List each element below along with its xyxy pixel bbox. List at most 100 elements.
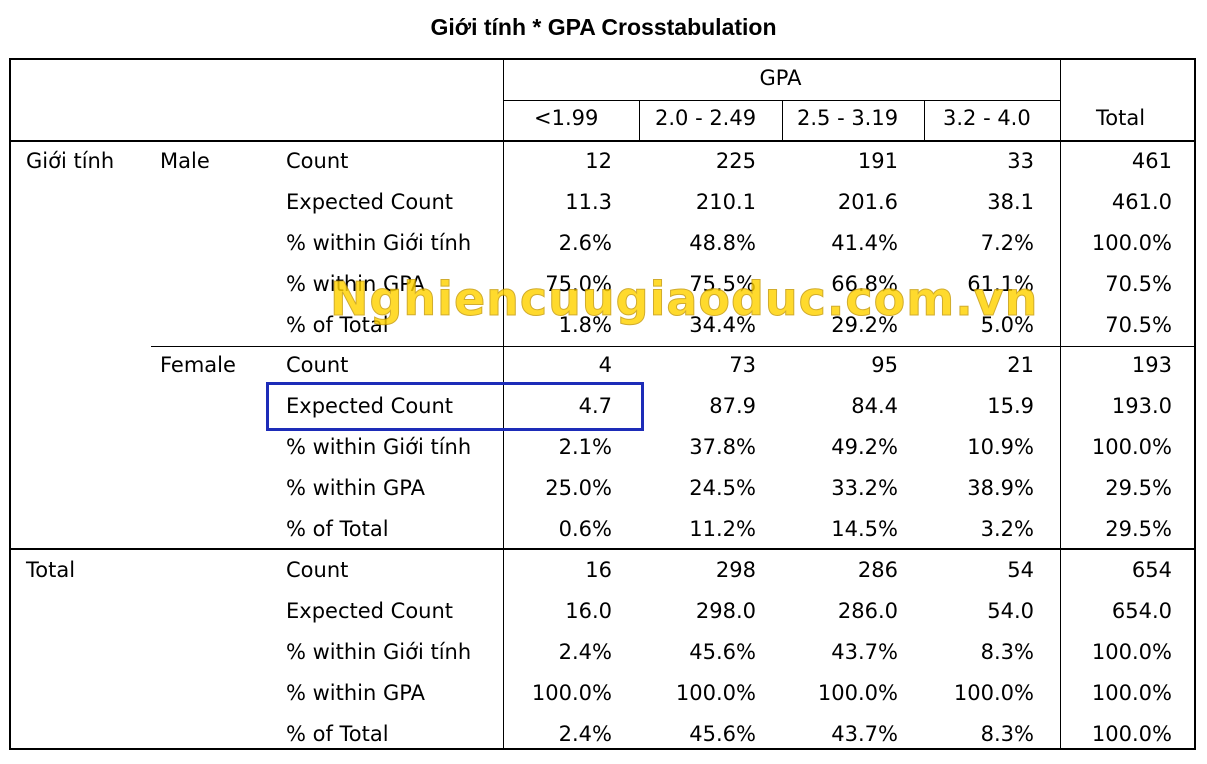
female-value-cell: 95 <box>871 353 898 377</box>
male-value-cell: 5.0% <box>980 313 1034 337</box>
male-value-cell: 61.1% <box>967 272 1034 296</box>
female-value-cell: 49.2% <box>831 435 898 459</box>
male-value-cell: 75.5% <box>689 272 756 296</box>
total-value-cell: 43.7% <box>831 640 898 664</box>
group-label-female: Female <box>160 353 236 377</box>
male-value-cell: 7.2% <box>980 231 1034 255</box>
male-total-cell: 70.5% <box>1105 313 1172 337</box>
group-label-male: Male <box>160 149 210 173</box>
total-value-cell: 100.0% <box>953 681 1034 705</box>
group-label-total: Total <box>26 558 76 582</box>
male-stat-label: % of Total <box>286 313 389 337</box>
table-title: Giới tính * GPA Crosstabulation <box>430 14 777 40</box>
total-value-cell: 45.6% <box>689 640 756 664</box>
total-stat-label: Count <box>286 558 349 582</box>
female-total-cell: 193 <box>1131 353 1172 377</box>
female-value-cell: 11.2% <box>689 517 756 541</box>
divider-header-body <box>11 140 1194 142</box>
total-value-cell: 8.3% <box>980 722 1034 746</box>
total-value-cell: 43.7% <box>831 722 898 746</box>
total-value-cell: 298 <box>715 558 756 582</box>
divider-stat-col <box>503 60 504 748</box>
male-stat-label: % within GPA <box>286 272 425 296</box>
total-value-cell: 2.4% <box>558 722 612 746</box>
male-value-cell: 201.6 <box>837 190 898 214</box>
col-header-1: <1.99 <box>534 106 599 130</box>
female-value-cell: 10.9% <box>967 435 1034 459</box>
female-value-cell: 84.4 <box>851 394 898 418</box>
watermark: Nghiencuugiaoduc.com.vn <box>329 272 1039 327</box>
total-value-cell: 286 <box>857 558 898 582</box>
total-value-cell: 16.0 <box>565 599 612 623</box>
total-value-cell: 2.4% <box>558 640 612 664</box>
male-value-cell: 12 <box>585 149 612 173</box>
col-header-4: 3.2 - 4.0 <box>943 106 1031 130</box>
male-value-cell: 11.3 <box>565 190 612 214</box>
female-value-cell: 0.6% <box>558 517 612 541</box>
total-stat-label: Expected Count <box>286 599 454 623</box>
female-value-cell: 25.0% <box>545 476 612 500</box>
female-stat-label: % within Giới tính <box>286 435 472 459</box>
female-value-cell: 37.8% <box>689 435 756 459</box>
female-stat-label: % of Total <box>286 517 389 541</box>
divider-gpa-header <box>503 100 1060 101</box>
female-value-cell: 21 <box>1007 353 1034 377</box>
divider-head-1 <box>639 100 640 140</box>
divider-total-col <box>1060 60 1061 748</box>
female-value-cell: 38.9% <box>967 476 1034 500</box>
male-value-cell: 2.6% <box>558 231 612 255</box>
col-header-2: 2.0 - 2.49 <box>655 106 757 130</box>
female-value-cell: 4.7 <box>578 394 612 418</box>
female-value-cell: 87.9 <box>709 394 756 418</box>
male-value-cell: 66.8% <box>831 272 898 296</box>
male-value-cell: 225 <box>715 149 756 173</box>
male-total-cell: 100.0% <box>1091 231 1172 255</box>
divider-head-3 <box>924 100 925 140</box>
total-total-cell: 100.0% <box>1091 640 1172 664</box>
divider-male-female <box>151 346 1194 347</box>
row-var-label: Giới tính <box>26 149 115 173</box>
divider-head-2 <box>782 100 783 140</box>
female-total-cell: 100.0% <box>1091 435 1172 459</box>
female-stat-label: Expected Count <box>286 394 454 418</box>
male-value-cell: 34.4% <box>689 313 756 337</box>
female-value-cell: 4 <box>598 353 612 377</box>
female-stat-label: % within GPA <box>286 476 425 500</box>
male-total-cell: 461 <box>1131 149 1172 173</box>
total-value-cell: 8.3% <box>980 640 1034 664</box>
female-stat-label: Count <box>286 353 349 377</box>
male-total-cell: 70.5% <box>1105 272 1172 296</box>
male-value-cell: 1.8% <box>558 313 612 337</box>
female-total-cell: 29.5% <box>1105 517 1172 541</box>
total-value-cell: 100.0% <box>817 681 898 705</box>
crosstab-table <box>9 58 1196 750</box>
highlight-box <box>266 382 644 431</box>
female-value-cell: 73 <box>729 353 756 377</box>
female-value-cell: 2.1% <box>558 435 612 459</box>
total-value-cell: 100.0% <box>675 681 756 705</box>
total-value-cell: 286.0 <box>837 599 898 623</box>
male-value-cell: 33 <box>1007 149 1034 173</box>
total-stat-label: % within Giới tính <box>286 640 472 664</box>
male-stat-label: Expected Count <box>286 190 454 214</box>
female-value-cell: 3.2% <box>980 517 1034 541</box>
total-value-cell: 54.0 <box>987 599 1034 623</box>
total-total-cell: 654.0 <box>1111 599 1172 623</box>
total-total-cell: 100.0% <box>1091 722 1172 746</box>
female-value-cell: 14.5% <box>831 517 898 541</box>
male-value-cell: 41.4% <box>831 231 898 255</box>
total-value-cell: 45.6% <box>689 722 756 746</box>
col-header-total: Total <box>1096 106 1146 130</box>
female-total-cell: 29.5% <box>1105 476 1172 500</box>
female-value-cell: 24.5% <box>689 476 756 500</box>
male-value-cell: 29.2% <box>831 313 898 337</box>
male-value-cell: 38.1 <box>987 190 1034 214</box>
divider-total-section <box>11 548 1194 550</box>
male-value-cell: 75.0% <box>545 272 612 296</box>
male-stat-label: Count <box>286 149 349 173</box>
total-stat-label: % within GPA <box>286 681 425 705</box>
female-total-cell: 193.0 <box>1111 394 1172 418</box>
total-value-cell: 16 <box>585 558 612 582</box>
male-value-cell: 48.8% <box>689 231 756 255</box>
male-stat-label: % within Giới tính <box>286 231 472 255</box>
